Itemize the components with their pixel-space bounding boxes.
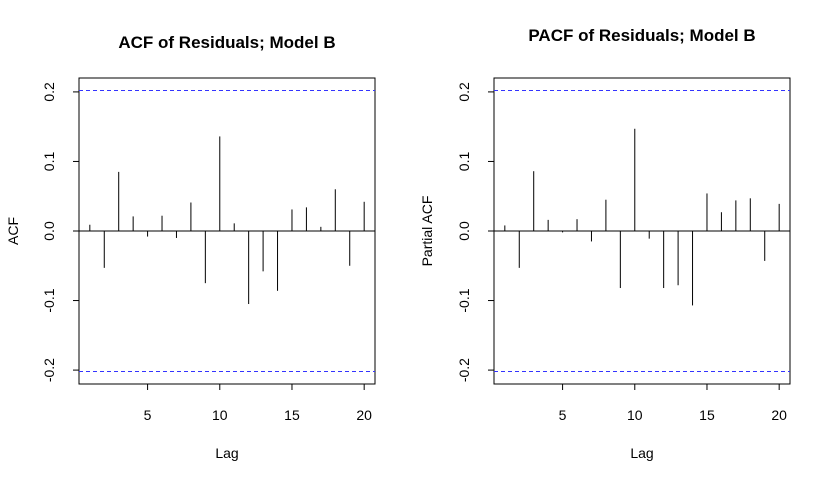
pacf-x-tick-label: 5 xyxy=(559,407,567,423)
pacf-y-tick-label: 0.0 xyxy=(456,221,472,241)
acf-y-tick-label: -0.1 xyxy=(41,288,57,312)
acf-x-tick-label: 5 xyxy=(144,407,152,423)
pacf-x-tick-label: 20 xyxy=(771,407,787,423)
pacf-x-tick-label: 15 xyxy=(699,407,715,423)
pacf-panel: PACF of Residuals; Model B Lag Partial A… xyxy=(419,26,791,461)
acf-y-tick-label: 0.0 xyxy=(41,221,57,241)
pacf-y-tick-label: -0.2 xyxy=(456,358,472,382)
acf-y-tick-label: 0.1 xyxy=(41,152,57,172)
acf-x-tick-label: 10 xyxy=(212,407,228,423)
pacf-y-tick-label: 0.1 xyxy=(456,152,472,172)
acf-y-axis-label: ACF xyxy=(5,217,21,245)
acf-x-tick-label: 20 xyxy=(356,407,372,423)
pacf-y-axis-label: Partial ACF xyxy=(419,196,435,267)
acf-x-axis-label: Lag xyxy=(215,445,238,461)
pacf-x-tick-label: 10 xyxy=(627,407,643,423)
acf-y-tick-label: 0.2 xyxy=(41,82,57,102)
acf-chart-title: ACF of Residuals; Model B xyxy=(118,33,335,52)
acf-x-tick-label: 15 xyxy=(284,407,300,423)
pacf-x-axis-label: Lag xyxy=(630,445,653,461)
acf-y-tick-label: -0.2 xyxy=(41,358,57,382)
pacf-y-tick-label: 0.2 xyxy=(456,82,472,102)
pacf-y-tick-label: -0.1 xyxy=(456,288,472,312)
pacf-chart-title: PACF of Residuals; Model B xyxy=(528,26,755,45)
acf-panel: ACF of Residuals; Model B Lag ACF 5 10 15 2… xyxy=(5,33,376,461)
